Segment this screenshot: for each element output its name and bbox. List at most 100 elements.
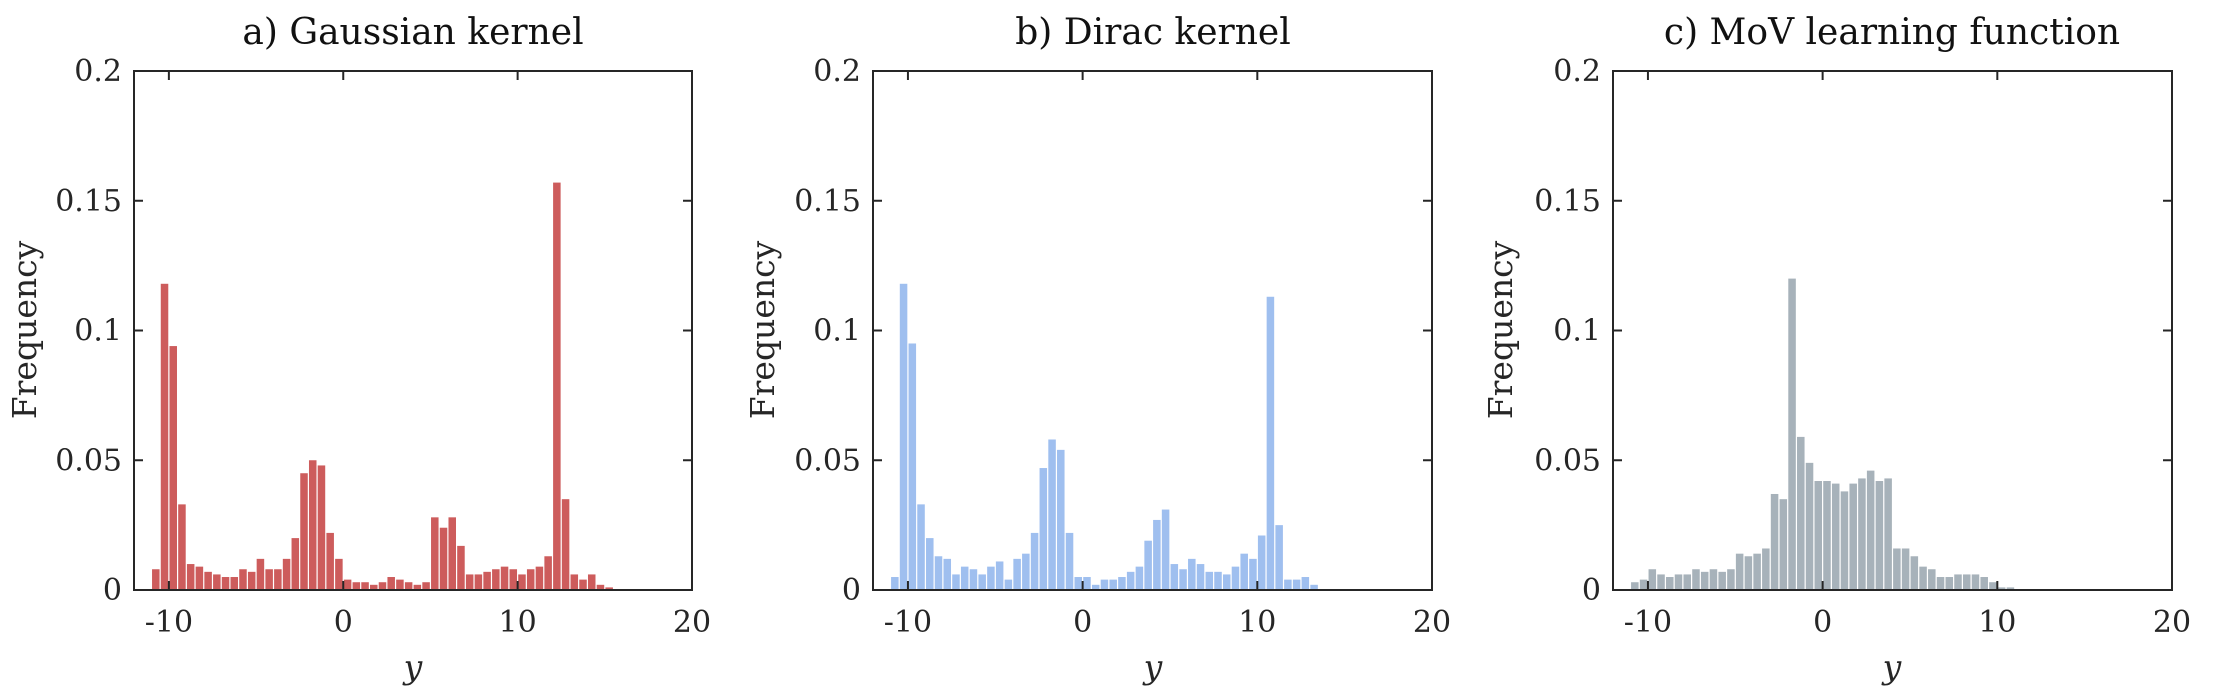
histogram-bar <box>1013 558 1021 590</box>
bars-group <box>1631 278 2015 590</box>
histogram-bar <box>605 587 613 590</box>
y-tick-label: 0.1 <box>74 314 122 349</box>
histogram-bar <box>387 577 395 590</box>
histogram-bar <box>526 569 535 590</box>
histogram-bar <box>474 574 483 590</box>
plot-area-frame <box>1612 70 2173 591</box>
x-axis-title: y <box>1881 647 1902 686</box>
histogram-bar <box>1919 566 1927 590</box>
x-tick-label: 0 <box>1813 605 1832 640</box>
chart-panel-gaussian-kernel: a) Gaussian kernel -10 0 10 20 0 0.05 0.1 0.15 0… <box>5 12 711 686</box>
histogram-bar <box>239 569 247 590</box>
histogram-bar <box>256 558 265 590</box>
histogram-bar <box>1735 553 1744 590</box>
y-tick-label: 0.15 <box>55 184 122 219</box>
histogram-bar <box>978 574 986 590</box>
histogram-bar <box>1126 571 1135 590</box>
histogram-bar <box>370 584 378 590</box>
histogram-bar <box>178 504 186 590</box>
histogram-bar <box>1039 468 1048 590</box>
histogram-bar <box>1770 493 1779 590</box>
histogram-bar <box>378 582 387 590</box>
histogram-bar <box>300 473 308 590</box>
histogram-bar <box>1231 566 1240 590</box>
histogram-bar <box>492 569 500 590</box>
histogram-bar <box>1884 478 1892 590</box>
histogram-bar <box>1266 296 1275 590</box>
histogram-bar <box>1022 553 1030 590</box>
y-axis-title: Frequency <box>5 240 44 419</box>
histogram-bar <box>1997 587 2006 590</box>
x-tick-label: 0 <box>1073 605 1092 640</box>
y-tick-label: 0.2 <box>74 54 122 89</box>
chart-panel-dirac-kernel: b) Dirac kernel -10 0 10 2000.050.10.150.2 … <box>743 12 1451 686</box>
histogram-bar <box>579 579 587 590</box>
histogram-bar <box>448 517 456 590</box>
histogram-bar <box>317 465 326 590</box>
bars-group <box>891 283 1318 591</box>
histogram-bar <box>152 569 160 590</box>
histogram-bar <box>1954 574 1962 590</box>
histogram-bar <box>1153 519 1161 590</box>
histogram-bar <box>1657 574 1665 590</box>
y-tick-label: 0.1 <box>813 314 861 349</box>
histogram-bar <box>1310 584 1318 590</box>
histogram-bar <box>1144 540 1152 590</box>
histogram-bar <box>2006 587 2015 590</box>
y-tick-label: 0 <box>103 573 122 608</box>
histogram-bar <box>1831 483 1840 590</box>
histogram-bar <box>908 343 917 590</box>
histogram-bar <box>518 574 526 590</box>
ticks-group: -10 0 10 20 0 0.05 0.1 0.15 0.2 <box>794 54 1451 640</box>
x-tick-label: -10 <box>884 605 932 640</box>
histogram-bar <box>169 346 177 590</box>
histogram-bar <box>1866 470 1875 590</box>
histogram-bar <box>934 556 943 590</box>
histogram-bar <box>1091 584 1100 590</box>
histogram-bar <box>1875 481 1884 590</box>
histogram-bar <box>213 574 221 590</box>
histogram-bar <box>1249 558 1257 590</box>
y-tick-label: 0.05 <box>55 443 122 478</box>
histogram-bar <box>1989 582 1997 590</box>
histogram-bar <box>926 538 934 590</box>
histogram-bar <box>1170 564 1179 590</box>
histogram-bar <box>1135 566 1144 590</box>
chart-panel-mov-learning-function: c) MoV learning function -10 0 10 20 0 0.05 0.… <box>1481 12 2191 686</box>
ticks-group: -10 0 10 20 0 0.05 0.1 0.15 0.2 <box>1534 54 2191 640</box>
histogram-bar <box>1797 436 1805 590</box>
y-axis-title: Frequency <box>743 240 782 419</box>
histogram-bar <box>1292 579 1301 590</box>
y-tick-label: 0.15 <box>794 184 861 219</box>
histogram-bar <box>326 532 334 590</box>
histogram-bar <box>1910 556 1919 590</box>
x-tick-label: 20 <box>1413 605 1451 640</box>
histogram-bar <box>1074 577 1083 590</box>
histogram-bar <box>1727 569 1735 590</box>
x-tick-label: 10 <box>1238 605 1276 640</box>
histogram-bar <box>1275 525 1283 591</box>
histogram-bar <box>308 460 317 590</box>
histogram-bar <box>335 558 343 590</box>
histogram-bar <box>465 574 474 590</box>
histogram-bar <box>1823 481 1831 590</box>
histogram-bar <box>422 582 430 590</box>
y-tick-label: 0 <box>842 573 861 608</box>
histogram-bar <box>509 569 518 590</box>
histogram-bar <box>230 577 239 590</box>
histogram-bar <box>1196 564 1205 590</box>
histogram-bar <box>291 538 300 590</box>
histogram-bar <box>1048 439 1056 590</box>
histogram-bar <box>1779 499 1788 590</box>
histogram-bar <box>457 545 465 590</box>
chart-title: c) MoV learning function <box>1664 12 2120 53</box>
histogram-bar <box>1901 548 1910 590</box>
histogram-bar <box>1161 509 1170 590</box>
histogram-bar <box>570 574 579 590</box>
histogram-bar <box>1762 548 1770 590</box>
histogram-bar <box>1100 579 1109 590</box>
histogram-bar <box>1083 577 1091 590</box>
histogram-bar <box>1945 577 1954 590</box>
y-tick-label: 0.2 <box>813 54 861 89</box>
histogram-bar <box>1971 574 1980 590</box>
